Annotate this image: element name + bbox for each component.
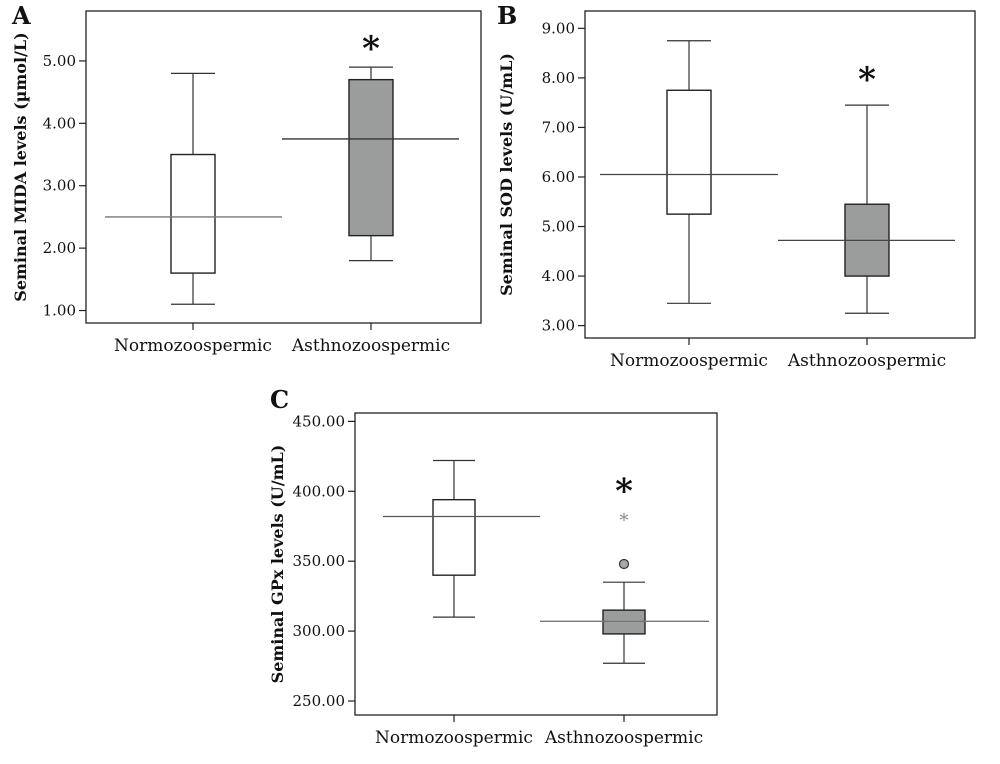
significance-asterisk: * xyxy=(858,60,876,100)
y-tick-label: 3.00 xyxy=(43,177,76,195)
y-tick-label: 450.00 xyxy=(293,412,346,430)
plot-frame xyxy=(85,10,482,324)
y-tick-label: 3.00 xyxy=(542,317,575,335)
panel-label: B xyxy=(497,1,517,30)
iqr-box xyxy=(348,78,394,237)
panel-b: B Seminal SOD levels (U/mL) 3.00 4.00 5.00 6.… xyxy=(497,1,976,371)
significance-asterisk: * xyxy=(615,471,633,511)
extreme-outlier-marker: * xyxy=(620,510,629,531)
plot-frame xyxy=(354,412,718,716)
y-tick-label: 4.00 xyxy=(43,114,76,132)
panel-label: A xyxy=(11,1,31,30)
iqr-box xyxy=(432,498,476,576)
iqr-box xyxy=(666,89,712,215)
y-tick-label: 250.00 xyxy=(293,692,346,710)
y-axis-title: Seminal GPx levels (U/mL) xyxy=(268,445,287,684)
x-category-label: Asthnozoospermic xyxy=(291,336,450,356)
y-tick-label: 5.00 xyxy=(542,218,575,236)
iqr-box xyxy=(602,609,646,635)
box-normozoospermic xyxy=(432,459,476,618)
y-tick-label: 300.00 xyxy=(293,622,346,640)
panel-c: C Seminal GPx levels (U/mL) 250.00 300.00 35… xyxy=(268,385,718,748)
y-tick-label: 5.00 xyxy=(43,52,76,70)
plot-frame xyxy=(584,10,976,339)
x-category-label: Normozoospermic xyxy=(610,351,768,371)
y-tick-label: 2.00 xyxy=(43,239,76,257)
y-tick-label: 9.00 xyxy=(542,19,575,37)
box-asthnozoospermic xyxy=(602,581,646,664)
y-axis-title: Seminal SOD levels (U/mL) xyxy=(497,53,516,296)
x-category-label: Asthnozoospermic xyxy=(787,351,946,371)
iqr-box xyxy=(170,153,216,274)
box-asthnozoospermic xyxy=(348,66,394,262)
panel-label: C xyxy=(270,385,289,414)
panel-a: A Seminal MIDA levels (µmol/L) 1.00 2.00 3.0… xyxy=(11,1,482,356)
y-tick-label: 400.00 xyxy=(293,482,346,500)
outlier-marker xyxy=(618,558,630,570)
y-tick-label: 6.00 xyxy=(542,168,575,186)
y-tick-label: 1.00 xyxy=(43,302,76,320)
box-normozoospermic xyxy=(666,40,712,304)
x-category-label: Asthnozoospermic xyxy=(544,728,703,748)
y-tick-label: 350.00 xyxy=(293,552,346,570)
y-tick-label: 8.00 xyxy=(542,69,575,87)
y-tick-label: 7.00 xyxy=(542,118,575,136)
y-axis-title: Seminal MIDA levels (µmol/L) xyxy=(11,32,30,301)
box-asthnozoospermic xyxy=(844,104,890,314)
significance-asterisk: * xyxy=(362,29,380,69)
x-category-label: Normozoospermic xyxy=(375,728,533,748)
box-normozoospermic xyxy=(170,72,216,305)
x-category-label: Normozoospermic xyxy=(114,336,272,356)
y-tick-label: 4.00 xyxy=(542,267,575,285)
